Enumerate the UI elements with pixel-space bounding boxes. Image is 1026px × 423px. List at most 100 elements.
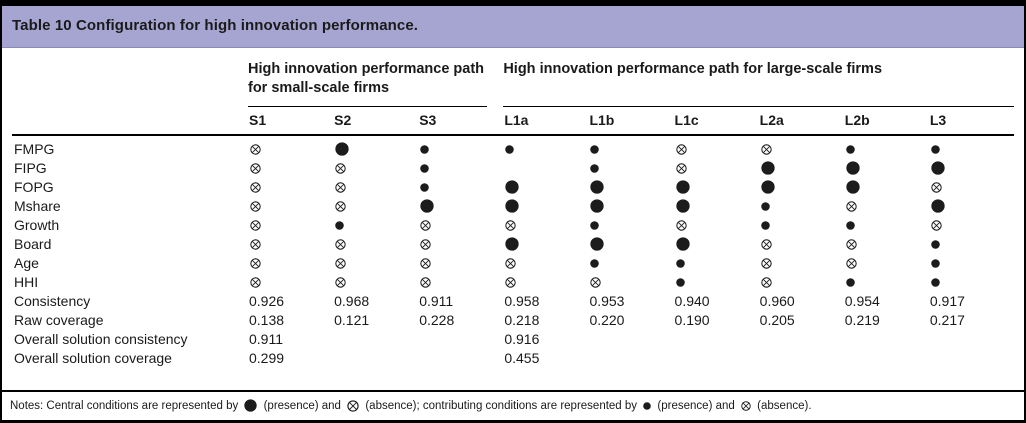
- row-label: HHI: [14, 274, 39, 291]
- value-cell: 0.217: [929, 312, 965, 329]
- symbol-cell: [759, 220, 844, 230]
- symbol-cell: [759, 257, 844, 269]
- group-header-row: High innovation performance path for sma…: [12, 60, 1014, 107]
- contributing-absence-icon: [846, 238, 857, 250]
- metric-row: Consistency 0.926 0.968 0.911 0.958 0.953 0.94…: [12, 292, 1014, 311]
- contributing-absence-icon: [760, 276, 772, 288]
- contributing-presence-icon: [675, 277, 685, 287]
- row-label: Age: [14, 255, 39, 272]
- group-header-small-scale: High innovation performance path for sma…: [248, 60, 488, 107]
- table-title: Table 10 Configuration for high innovati…: [12, 17, 419, 34]
- contributing-absence-icon: [931, 181, 942, 193]
- symbol-cell: [248, 238, 333, 250]
- contributing-absence-icon: [335, 276, 346, 288]
- symbol-cell: [929, 239, 1014, 249]
- contributing-absence-icon: [505, 257, 517, 269]
- symbol-cell: [503, 219, 588, 231]
- value-cell: 0.960: [759, 293, 795, 310]
- symbol-cell: [929, 181, 1014, 193]
- contributing-presence-icon: [420, 144, 429, 154]
- contributing-absence-icon: [760, 238, 772, 250]
- symbol-cell: [333, 220, 418, 230]
- value-cell: 0.954: [844, 293, 880, 310]
- contributing-absence-icon: [741, 400, 751, 411]
- symbol-cell: [418, 219, 503, 231]
- symbol-cell: [759, 180, 844, 194]
- row-label: Mshare: [14, 198, 61, 215]
- symbol-cell: [588, 220, 673, 230]
- symbol-cell: [674, 199, 759, 213]
- central-presence-icon: [505, 180, 519, 194]
- contributing-presence-icon: [590, 258, 600, 268]
- contributing-presence-icon: [760, 220, 770, 230]
- table-body: FMPG FIPG FOPG Mshare Growth Board Age HHI Consi…: [12, 140, 1014, 368]
- row-label: Growth: [14, 217, 60, 234]
- contributing-presence-icon: [845, 144, 855, 154]
- row-label: Overall solution consistency: [14, 331, 188, 348]
- symbol-cell: [759, 143, 844, 155]
- contributing-presence-icon: [760, 201, 770, 211]
- condition-row-hhi: HHI: [12, 273, 1014, 292]
- central-presence-icon: [761, 161, 775, 175]
- central-presence-icon: [420, 199, 434, 213]
- symbol-cell: [929, 258, 1014, 268]
- condition-row-age: Age: [12, 254, 1014, 273]
- column-header-l1b: L1b: [589, 111, 615, 128]
- metric-row: Overall solution coverage 0.299 0.455: [12, 349, 1014, 368]
- contributing-absence-icon: [846, 257, 857, 269]
- contributing-presence-icon: [420, 163, 429, 173]
- contributing-absence-icon: [675, 219, 687, 231]
- value-cell: 0.968: [334, 293, 370, 310]
- column-header-s1: S1: [249, 111, 267, 128]
- condition-row-growth: Growth: [12, 216, 1014, 235]
- symbol-cell: [333, 181, 418, 193]
- central-presence-icon: [590, 237, 605, 251]
- metric-row: Overall solution consistency 0.911 0.916: [12, 330, 1014, 349]
- value-cell: 0.911: [249, 331, 283, 348]
- symbol-cell: [333, 276, 418, 288]
- notes-text: (absence).: [753, 399, 812, 412]
- symbol-cell: [844, 200, 929, 212]
- symbol-cell: [674, 180, 759, 194]
- contributing-absence-icon: [250, 276, 261, 288]
- symbol-cell: [588, 163, 673, 173]
- symbol-cell: [844, 220, 929, 230]
- symbol-cell: [503, 180, 588, 194]
- contributing-absence-icon: [250, 238, 261, 250]
- column-header-l2b: L2b: [844, 111, 870, 128]
- column-header-l2a: L2a: [759, 111, 784, 128]
- column-header-s3: S3: [419, 111, 437, 128]
- symbol-cell: [248, 143, 333, 155]
- notes-text: (presence) and: [654, 399, 738, 412]
- contributing-presence-icon: [931, 239, 940, 249]
- contributing-absence-icon: [250, 200, 261, 212]
- contributing-presence-icon: [931, 277, 940, 287]
- contributing-absence-icon: [760, 143, 772, 155]
- central-presence-icon: [931, 161, 945, 175]
- column-header-l1a: L1a: [504, 111, 529, 128]
- notes-text: (absence); contributing conditions are r…: [362, 399, 641, 412]
- symbol-cell: [588, 237, 673, 251]
- central-absence-icon: [347, 399, 359, 412]
- contributing-absence-icon: [420, 276, 431, 288]
- contributing-absence-icon: [335, 181, 346, 193]
- central-presence-icon: [846, 161, 860, 175]
- contributing-absence-icon: [250, 181, 261, 193]
- value-cell: 0.190: [674, 312, 710, 329]
- value-cell: 0.228: [419, 312, 455, 329]
- central-presence-icon: [590, 180, 605, 194]
- symbol-cell: [248, 181, 333, 193]
- contributing-presence-icon: [931, 144, 940, 154]
- column-header-l1c: L1c: [674, 111, 699, 128]
- central-presence-icon: [590, 199, 605, 213]
- contributing-absence-icon: [505, 219, 517, 231]
- symbol-cell: [333, 162, 418, 174]
- row-label: FMPG: [14, 141, 55, 158]
- contributing-presence-icon: [420, 182, 429, 192]
- condition-row-fopg: FOPG: [12, 178, 1014, 197]
- value-cell: 0.917: [929, 293, 965, 310]
- central-presence-icon: [761, 180, 775, 194]
- symbol-cell: [503, 237, 588, 251]
- table-notes: Notes: Central conditions are represente…: [2, 390, 1024, 420]
